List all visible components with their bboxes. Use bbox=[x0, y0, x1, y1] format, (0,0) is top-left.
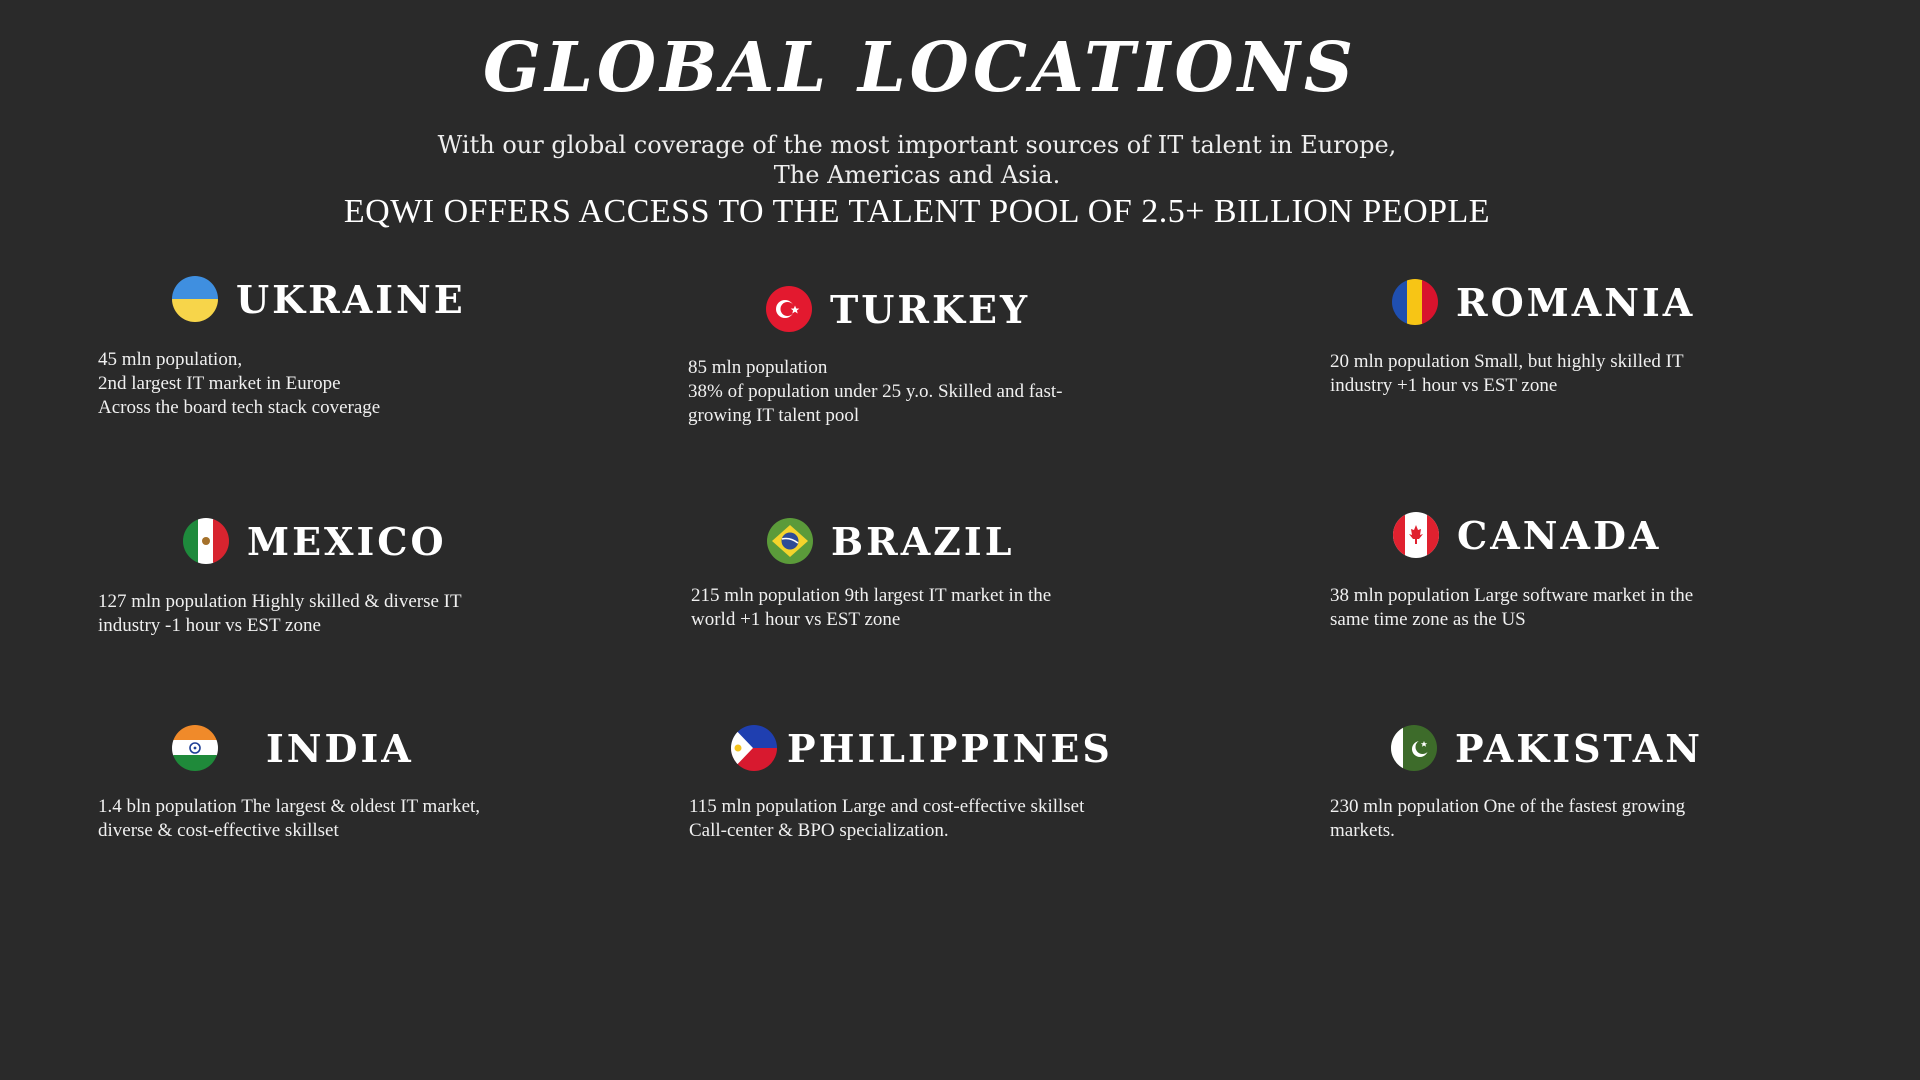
location-brazil-header: BRAZIL bbox=[767, 518, 1014, 564]
location-india-description: 1.4 bln population The largest & oldest … bbox=[98, 796, 481, 841]
canada-flag-icon bbox=[1393, 512, 1439, 558]
location-pakistan-description: 230 mln population One of the fastest gr… bbox=[1330, 796, 1686, 841]
philippines-flag-icon bbox=[731, 725, 777, 771]
romania-flag-icon bbox=[1392, 279, 1438, 325]
location-pakistan-header: PAKISTAN bbox=[1391, 725, 1703, 771]
location-india-header: INDIA bbox=[172, 725, 414, 771]
location-turkey-header: TURKEY bbox=[766, 286, 1030, 332]
location-name: PHILIPPINES bbox=[787, 725, 1113, 771]
location-name: CANADA bbox=[1457, 512, 1662, 558]
location-name: UKRAINE bbox=[236, 276, 466, 322]
location-name: PAKISTAN bbox=[1455, 725, 1703, 771]
subtitle: With our global coverage of the most imp… bbox=[0, 130, 1834, 190]
subtitle-line-1: With our global coverage of the most imp… bbox=[437, 131, 1397, 159]
page-title: GLOBAL LOCATIONS bbox=[483, 28, 1357, 108]
talent-pool-headline: EQWI OFFERS ACCESS TO THE TALENT POOL OF… bbox=[343, 193, 1491, 230]
location-name: BRAZIL bbox=[831, 518, 1015, 564]
location-canada-header: CANADA bbox=[1393, 512, 1661, 558]
location-romania-description: 20 mln population Small, but highly skil… bbox=[1330, 351, 1684, 396]
location-philippines-description: 115 mln population Large and cost-effect… bbox=[689, 796, 1085, 841]
location-name: MEXICO bbox=[247, 518, 447, 564]
location-romania-header: ROMANIA bbox=[1392, 279, 1695, 325]
subtitle-line-2: The Americas and Asia. bbox=[773, 161, 1061, 189]
turkey-flag-icon bbox=[766, 286, 812, 332]
pakistan-flag-icon bbox=[1391, 725, 1437, 771]
india-flag-icon bbox=[172, 725, 218, 771]
mexico-flag-icon bbox=[183, 518, 229, 564]
ukraine-flag-icon bbox=[172, 276, 218, 322]
location-canada-description: 38 mln population Large software market … bbox=[1330, 585, 1694, 630]
location-brazil-description: 215 mln population 9th largest IT market… bbox=[691, 585, 1052, 630]
brazil-flag-icon bbox=[767, 518, 813, 564]
location-mexico-header: MEXICO bbox=[183, 518, 447, 564]
location-ukraine-description: 45 mln population, 2nd largest IT market… bbox=[98, 349, 381, 418]
location-mexico-description: 127 mln population Highly skilled & dive… bbox=[98, 591, 462, 636]
location-ukraine-header: UKRAINE bbox=[172, 276, 466, 322]
location-name: ROMANIA bbox=[1456, 279, 1696, 325]
location-name: TURKEY bbox=[830, 286, 1031, 332]
location-philippines-header: PHILIPPINES bbox=[731, 725, 1113, 771]
location-turkey-description: 85 mln population 38% of population unde… bbox=[688, 357, 1063, 426]
location-name: INDIA bbox=[266, 725, 414, 771]
